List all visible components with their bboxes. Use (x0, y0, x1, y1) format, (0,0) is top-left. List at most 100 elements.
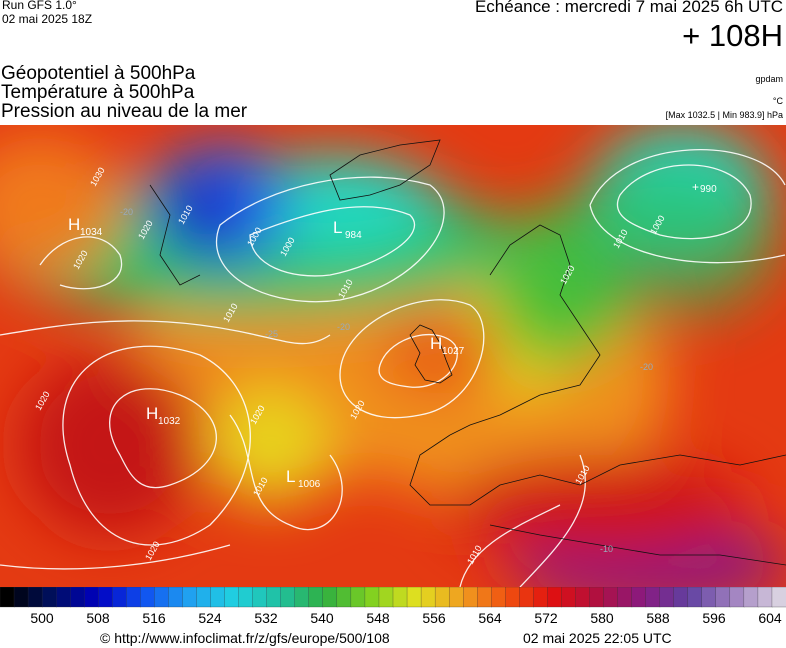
unit-label: gpdam (755, 74, 783, 84)
colorbar-swatch (477, 587, 492, 608)
colorbar-label: 596 (702, 610, 726, 626)
colorbar-swatch (280, 587, 296, 608)
colorbar-swatch (673, 587, 689, 608)
colorbar-swatch (547, 587, 563, 608)
colorbar-label: 572 (534, 610, 558, 626)
center-letter: H (430, 334, 442, 353)
colorbar-swatch (434, 587, 450, 608)
colorbar-swatch (182, 587, 198, 608)
colorbar-swatch (126, 587, 142, 608)
colorbar-swatch (13, 587, 29, 608)
lead-time: + 108H (682, 18, 783, 53)
colorbar-swatch (350, 587, 366, 608)
center-marker: + (692, 180, 699, 194)
colorbar: 500 508 516 524 532 540 548 556 564 572 580 588 596 6… (0, 587, 786, 626)
colorbar-swatch (378, 587, 394, 608)
temperature-label: -25 (265, 329, 278, 339)
run-label: Run GFS 1.0° (2, 0, 77, 12)
colorbar-swatch (659, 587, 675, 608)
title: Pression au niveau de la mer (1, 101, 248, 122)
colorbar-swatch (41, 587, 57, 608)
colorbar-swatch (743, 587, 759, 608)
colorbar-swatch (322, 587, 338, 608)
colorbar-swatch (729, 587, 745, 608)
forecast-time: Echéance : mercredi 7 mai 2025 6h UTC (474, 0, 783, 16)
colorbar-swatch (140, 587, 156, 608)
colorbar-swatch (617, 587, 633, 608)
colorbar-swatch (27, 587, 43, 608)
colorbar-swatch (645, 587, 661, 608)
colorbar-swatch (575, 587, 591, 608)
temperature-label: -20 (640, 362, 653, 372)
colorbar-swatch (519, 587, 535, 608)
colorbar-label: 500 (30, 610, 54, 626)
source-url[interactable]: © http://www.infoclimat.fr/z/gfs/europe/… (100, 630, 390, 646)
colorbar-swatch (252, 587, 268, 608)
colorbar-label: 516 (142, 610, 166, 626)
colorbar-swatch (84, 587, 99, 608)
colorbar-swatch (701, 587, 717, 608)
timestamp: 02 mai 2025 22:05 UTC (523, 630, 672, 646)
colorbar-label: 532 (254, 610, 278, 626)
center-letter: H (146, 404, 158, 423)
unit-label: [Max 1032.5 | Min 983.9] hPa (665, 110, 783, 120)
colorbar-label: 564 (478, 610, 502, 626)
colorbar-swatch (491, 587, 506, 608)
temperature-label: -10 (600, 544, 613, 554)
colorbar-swatch (420, 587, 436, 608)
colorbar-label: 524 (198, 610, 222, 626)
center-letter: L (333, 218, 342, 237)
temperature-label: -20 (337, 322, 350, 332)
colorbar-swatch (533, 587, 549, 608)
colorbar-swatch (406, 587, 422, 608)
colorbar-swatch (336, 587, 352, 608)
colorbar-swatch (308, 587, 324, 608)
colorbar-swatch (154, 587, 170, 608)
colorbar-swatch (0, 587, 15, 608)
colorbar-swatch (210, 587, 226, 608)
colorbar-swatch (55, 587, 71, 608)
colorbar-swatch (392, 587, 408, 608)
colorbar-swatch (238, 587, 254, 608)
colorbar-swatch (505, 587, 520, 608)
colorbar-swatch (715, 587, 731, 608)
colorbar-swatch (168, 587, 184, 608)
unit-label: °C (772, 96, 783, 106)
center-letter: L (286, 467, 295, 486)
center-value: 1027 (442, 346, 465, 357)
colorbar-swatch (757, 587, 773, 608)
center-value: 1032 (158, 416, 181, 427)
colorbar-swatch (70, 587, 85, 608)
colorbar-label: 548 (366, 610, 390, 626)
run-date: 02 mai 2025 18Z (2, 12, 93, 26)
colorbar-swatch (561, 587, 577, 608)
center-value: 1006 (298, 479, 321, 490)
colorbar-swatch (196, 587, 212, 608)
center-value: 990 (700, 184, 717, 195)
colorbar-label: 580 (590, 610, 614, 626)
colorbar-swatch (463, 587, 478, 608)
colorbar-label: 588 (646, 610, 670, 626)
colorbar-swatch (631, 587, 647, 608)
colorbar-label: 556 (422, 610, 446, 626)
center-value: 1034 (80, 227, 103, 238)
colorbar-swatch (266, 587, 282, 608)
colorbar-swatch (224, 587, 240, 608)
title: Température à 500hPa (1, 82, 195, 103)
temperature-label: -20 (120, 207, 133, 217)
colorbar-swatch (771, 587, 786, 608)
title: Géopotentiel à 500hPa (1, 63, 196, 84)
colorbar-swatch (98, 587, 113, 608)
colorbar-swatch (364, 587, 380, 608)
colorbar-label: 508 (86, 610, 110, 626)
colorbar-swatch (603, 587, 619, 608)
colorbar-label: 540 (310, 610, 334, 626)
colorbar-swatch (687, 587, 703, 608)
colorbar-swatch (589, 587, 605, 608)
colorbar-label: 604 (758, 610, 782, 626)
colorbar-swatch (448, 587, 464, 608)
colorbar-swatch (294, 587, 310, 608)
center-value: 984 (345, 230, 362, 241)
